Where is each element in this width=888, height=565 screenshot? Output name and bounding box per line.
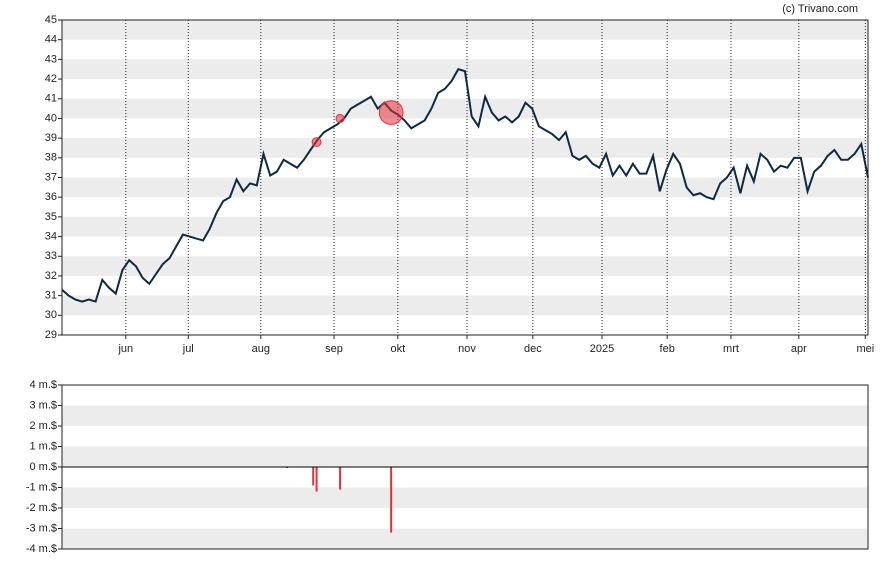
plot-border [61, 19, 869, 336]
x-tick-label: jun [117, 343, 133, 355]
grid-band [62, 256, 868, 276]
y-tick-label: 39 [45, 132, 57, 144]
y-tick-label: -1 m.$ [26, 481, 57, 493]
x-tick-label: mrt [723, 343, 739, 355]
x-tick-label: aug [252, 343, 270, 355]
y-tick-label: 29 [45, 329, 57, 341]
y-tick-label: 40 [45, 112, 57, 124]
x-tick-label: nov [458, 343, 476, 355]
grid-band [62, 216, 868, 237]
grid-band [62, 98, 868, 119]
y-tick-label: 3 m.$ [29, 399, 57, 411]
grid-band [62, 295, 868, 316]
bar [339, 467, 342, 490]
grid-band [62, 446, 868, 467]
trade-bubble [335, 113, 345, 124]
y-tick-label: -4 m.$ [26, 543, 57, 555]
grid-band [62, 528, 868, 549]
y-tick-label: -3 m.$ [26, 522, 57, 534]
y-tick-label: 41 [45, 93, 57, 105]
y-tick-label: 45 [45, 14, 57, 26]
y-tick-label: 4 m.$ [29, 379, 57, 391]
bar [312, 467, 315, 486]
y-tick-label: 38 [45, 152, 57, 164]
y-tick-label: 36 [45, 191, 57, 203]
x-tick-label: jul [182, 343, 194, 355]
price-line [61, 68, 869, 303]
x-tick-label: 2025 [590, 343, 614, 355]
y-tick-label: 44 [45, 34, 57, 46]
trade-bubble [311, 137, 322, 148]
grid-band [62, 177, 868, 198]
y-tick-label: 42 [45, 73, 57, 85]
x-tick-label: sep [325, 343, 343, 355]
bar [315, 467, 318, 492]
y-tick-label: 33 [45, 250, 57, 262]
bar [286, 467, 289, 469]
y-tick-label: 30 [45, 309, 57, 321]
source: (c) Trivano.com [782, 3, 858, 15]
plot-border [61, 384, 869, 550]
grid-band [62, 138, 868, 158]
y-tick-label: 1 m.$ [29, 440, 57, 452]
y-tick-label: 31 [45, 290, 57, 302]
x-tick-label: dec [524, 343, 542, 355]
bar [390, 467, 393, 533]
y-tick-label: 35 [45, 211, 57, 223]
x-tick-label: feb [660, 343, 675, 355]
grid-band [62, 405, 868, 426]
x-tick-label: apr [791, 343, 807, 355]
x-tick-label: mei [856, 343, 874, 355]
y-tick-label: -2 m.$ [26, 502, 57, 514]
y-tick-label: 43 [45, 53, 57, 65]
grid-band [62, 20, 868, 40]
grid-band [62, 487, 868, 508]
grid-band [62, 59, 868, 80]
y-tick-label: 2 m.$ [29, 420, 57, 432]
trade-bubble [378, 100, 404, 125]
y-tick-label: 32 [45, 270, 57, 282]
y-tick-label: 37 [45, 171, 57, 183]
y-tick-label: 0 m.$ [29, 461, 57, 473]
x-tick-label: okt [390, 343, 405, 355]
y-tick-label: 34 [45, 230, 57, 242]
